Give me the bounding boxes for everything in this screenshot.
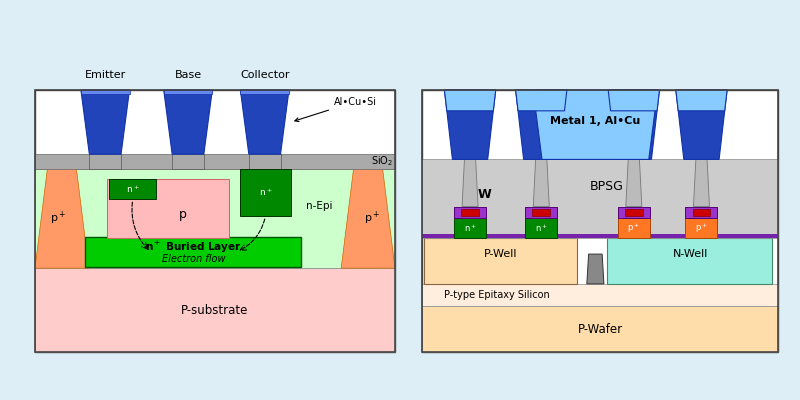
Bar xyxy=(618,218,650,238)
Text: P-Well: P-Well xyxy=(483,249,517,259)
Text: p$^+$: p$^+$ xyxy=(627,221,640,235)
Polygon shape xyxy=(81,90,130,154)
Bar xyxy=(35,154,395,169)
Text: Collector: Collector xyxy=(240,70,290,80)
Text: p$^+$: p$^+$ xyxy=(50,210,66,227)
Text: n$^+$: n$^+$ xyxy=(126,183,139,195)
Text: n$^+$: n$^+$ xyxy=(534,222,548,234)
Bar xyxy=(526,206,558,218)
Text: SiO$_2$: SiO$_2$ xyxy=(370,154,393,168)
Text: Emitter: Emitter xyxy=(85,70,126,80)
Bar xyxy=(240,90,289,94)
Polygon shape xyxy=(240,90,289,154)
Bar xyxy=(35,90,395,352)
Text: N-Well: N-Well xyxy=(673,249,709,259)
Polygon shape xyxy=(608,90,659,111)
Bar xyxy=(90,154,121,169)
Polygon shape xyxy=(533,90,658,160)
Polygon shape xyxy=(694,160,710,206)
Bar xyxy=(422,160,778,238)
Text: n$^+$: n$^+$ xyxy=(463,222,477,234)
Text: p$^+$: p$^+$ xyxy=(364,210,380,227)
Polygon shape xyxy=(587,254,604,284)
Text: p$^+$: p$^+$ xyxy=(695,221,708,235)
Text: n-Epi: n-Epi xyxy=(306,202,333,212)
Text: P-substrate: P-substrate xyxy=(182,304,249,316)
Bar xyxy=(625,208,642,216)
Bar xyxy=(35,268,395,352)
Bar xyxy=(107,178,230,238)
Bar xyxy=(607,238,773,284)
Polygon shape xyxy=(516,90,567,111)
Bar xyxy=(526,218,558,238)
Bar xyxy=(172,154,204,169)
Bar xyxy=(35,90,395,352)
Polygon shape xyxy=(164,90,212,154)
Text: P-Wafer: P-Wafer xyxy=(578,322,622,336)
Text: n$^+$: n$^+$ xyxy=(258,187,272,198)
Polygon shape xyxy=(462,160,478,206)
Polygon shape xyxy=(626,160,642,206)
Bar xyxy=(424,238,577,284)
Polygon shape xyxy=(676,90,727,111)
Text: n$^+$ Buried Layer: n$^+$ Buried Layer xyxy=(145,240,242,255)
Bar xyxy=(462,208,479,216)
Bar xyxy=(618,206,650,218)
Bar xyxy=(35,169,395,268)
Bar xyxy=(686,218,718,238)
Bar xyxy=(164,90,212,94)
Bar xyxy=(86,237,302,267)
Bar xyxy=(422,90,778,352)
Text: p: p xyxy=(179,208,187,221)
Polygon shape xyxy=(445,90,496,160)
Bar xyxy=(533,208,550,216)
Text: W: W xyxy=(478,188,491,201)
Bar xyxy=(110,178,156,200)
Polygon shape xyxy=(534,160,550,206)
Bar xyxy=(422,90,778,352)
Bar xyxy=(422,284,778,306)
Bar xyxy=(693,208,710,216)
Bar xyxy=(454,206,486,218)
Polygon shape xyxy=(516,90,567,160)
Polygon shape xyxy=(608,90,659,160)
Bar xyxy=(240,169,290,216)
Text: P-type Epitaxy Silicon: P-type Epitaxy Silicon xyxy=(444,290,550,300)
Bar xyxy=(249,154,281,169)
Bar xyxy=(81,90,130,94)
Bar xyxy=(422,306,778,352)
Text: BPSG: BPSG xyxy=(590,180,624,194)
Polygon shape xyxy=(676,90,727,160)
Text: Base: Base xyxy=(174,70,202,80)
Polygon shape xyxy=(341,169,395,268)
Polygon shape xyxy=(35,169,89,268)
Text: Electron flow: Electron flow xyxy=(162,254,225,264)
Text: Al•Cu•Si: Al•Cu•Si xyxy=(295,96,377,122)
Polygon shape xyxy=(445,90,496,111)
Text: Metal 1, Al•Cu: Metal 1, Al•Cu xyxy=(550,116,641,126)
Bar xyxy=(686,206,718,218)
Bar xyxy=(454,218,486,238)
Bar xyxy=(422,234,778,238)
